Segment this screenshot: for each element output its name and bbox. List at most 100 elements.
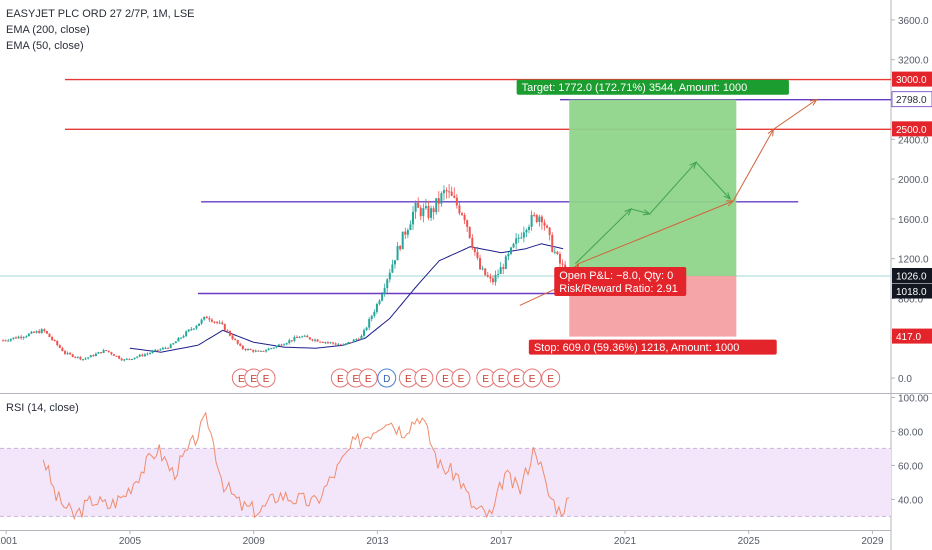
candle-body <box>484 268 487 276</box>
rsi-legend[interactable]: RSI (14, close) <box>6 402 79 414</box>
candle-body <box>267 348 270 351</box>
price-tick-label: 2000.0 <box>898 175 929 186</box>
candle-body <box>365 327 368 331</box>
candle-body <box>370 315 373 320</box>
candle-body <box>254 350 257 352</box>
candle-body <box>12 337 15 339</box>
candle-body <box>151 351 154 353</box>
candle-body <box>461 213 463 215</box>
rr-label: Risk/Reward Ratio: 2.91 <box>559 283 678 295</box>
candle-body <box>58 345 61 348</box>
candle-body <box>306 335 309 338</box>
candle-body <box>528 226 531 230</box>
earnings-marker <box>522 368 542 388</box>
candle-body <box>262 350 265 352</box>
event-marker-label: E <box>513 374 520 385</box>
candle-body <box>525 229 528 233</box>
candle-body <box>381 294 384 301</box>
candle-body <box>453 195 456 198</box>
candle-body <box>179 337 182 339</box>
stop-label-bg <box>528 339 777 355</box>
candle-body <box>332 342 335 344</box>
candle-body <box>347 341 350 344</box>
candle-body <box>520 237 523 239</box>
candle-body <box>89 355 92 358</box>
level-price-label: 2500.0 <box>896 125 927 136</box>
candle-body <box>138 354 141 357</box>
candle-body <box>226 330 229 332</box>
candle-body <box>489 276 492 279</box>
candle-body <box>69 352 72 355</box>
event-marker-label: E <box>547 374 554 385</box>
candle-body <box>455 197 458 206</box>
ema200-legend[interactable]: EMA (200, close) <box>6 24 90 36</box>
candle-body <box>169 344 172 349</box>
candle-body <box>216 321 219 323</box>
rsi-line <box>42 411 570 521</box>
candle-body <box>504 256 507 269</box>
price-tick-label: 2400.0 <box>898 135 929 146</box>
price-tag-label: 417.0 <box>896 332 921 343</box>
stop-label: Stop: 609.0 (59.36%) 1218, Amount: 1000 <box>528 339 777 355</box>
candle-body <box>463 214 466 221</box>
ema50-legend[interactable]: EMA (50, close) <box>6 40 84 52</box>
candle-body <box>342 344 345 346</box>
candle-body <box>234 339 237 341</box>
symbol-legend[interactable]: EASYJET PLC ORD 27 2/7P, 1M, LSE <box>6 8 195 20</box>
time-tick-label: 2001 <box>0 536 18 547</box>
event-marker-label: E <box>458 374 465 385</box>
price-tag-bg <box>892 283 932 299</box>
candle-body <box>316 339 319 342</box>
event-marker-label: E <box>250 374 257 385</box>
candle-body <box>195 325 198 329</box>
candle-body <box>131 358 133 360</box>
candle-body <box>522 232 525 238</box>
candle-body <box>149 352 152 354</box>
candle-body <box>414 202 417 212</box>
earnings-marker <box>541 368 561 388</box>
candle-body <box>540 216 543 223</box>
candle-body <box>56 340 59 346</box>
candle-body <box>154 349 157 352</box>
candle-body <box>63 351 66 354</box>
candle-body <box>288 340 291 344</box>
candle-body <box>221 322 224 325</box>
price-tick-label: 1200.0 <box>898 255 929 266</box>
level-price-tag <box>891 91 932 108</box>
candle-body <box>259 350 262 352</box>
candle-body <box>277 344 280 346</box>
candle-body <box>30 331 33 334</box>
candle-body <box>502 267 505 269</box>
price-tick-label: 800.0 <box>898 294 923 305</box>
candle-body <box>393 260 396 265</box>
rsi-tick-label: 60.00 <box>898 461 923 472</box>
candle-body <box>481 268 484 270</box>
candle-body <box>507 253 510 257</box>
candle-body <box>535 215 538 222</box>
pnl-label: Open P&L: −8.0, Qty: 0 <box>559 270 673 282</box>
time-tick-label: 2029 <box>861 536 884 547</box>
candle-body <box>51 337 54 340</box>
projection-arrowhead <box>809 98 818 106</box>
candle-body <box>141 354 144 357</box>
candle-body <box>48 333 51 338</box>
projection-arrowhead <box>723 192 731 200</box>
pnl-box-bg <box>554 266 687 296</box>
candle-body <box>252 349 255 352</box>
candle-body <box>427 206 430 218</box>
earnings-marker <box>256 368 276 388</box>
candle-body <box>551 234 554 252</box>
candle-body <box>38 331 41 334</box>
candle-body <box>228 330 231 336</box>
event-marker-label: E <box>498 374 505 385</box>
candle-body <box>128 358 131 360</box>
projection-path-green <box>575 161 731 265</box>
projection-segment <box>578 200 734 265</box>
candle-body <box>213 321 216 323</box>
candle-body <box>9 338 12 341</box>
time-tick-label: 2017 <box>490 536 513 547</box>
candle-body <box>319 341 322 343</box>
candle-body <box>417 202 420 208</box>
